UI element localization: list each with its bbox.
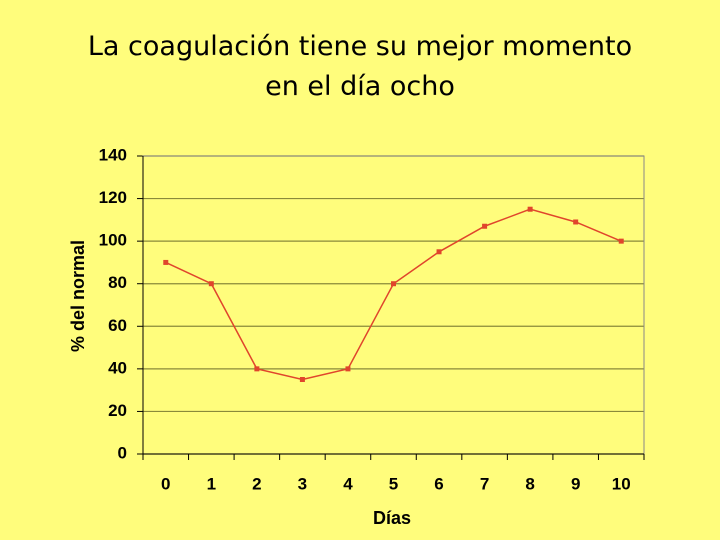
data-point bbox=[573, 219, 579, 225]
y-tick-label: 20 bbox=[108, 401, 127, 420]
y-tick-label: 80 bbox=[108, 273, 127, 292]
x-tick-label: 4 bbox=[343, 474, 353, 493]
x-tick-label: 7 bbox=[480, 474, 489, 493]
y-axis-label: % del normal bbox=[68, 240, 88, 352]
x-tick-label: 6 bbox=[434, 474, 443, 493]
data-point bbox=[345, 366, 351, 372]
y-tick-label: 100 bbox=[99, 231, 127, 250]
y-tick-label: 120 bbox=[99, 188, 127, 207]
x-axis-label: Días bbox=[373, 508, 411, 528]
x-tick-label: 8 bbox=[525, 474, 534, 493]
x-tick-label: 10 bbox=[612, 474, 631, 493]
data-point bbox=[163, 259, 169, 265]
data-point bbox=[436, 249, 442, 255]
data-point bbox=[299, 377, 305, 382]
data-point bbox=[618, 238, 624, 244]
data-point bbox=[208, 281, 214, 287]
y-tick-label: 60 bbox=[108, 316, 127, 335]
x-tick-label: 9 bbox=[571, 474, 580, 493]
chart-title: La coagulación tiene su mejor momento bbox=[88, 31, 632, 62]
x-tick-label: 2 bbox=[252, 474, 261, 493]
y-tick-label: 0 bbox=[118, 443, 127, 462]
data-point bbox=[254, 366, 260, 372]
y-tick-label: 140 bbox=[99, 145, 127, 164]
data-point bbox=[482, 223, 488, 229]
x-tick-label: 5 bbox=[389, 474, 398, 493]
y-tick-label: 40 bbox=[108, 358, 127, 377]
x-tick-label: 0 bbox=[161, 474, 170, 493]
x-tick-label: 3 bbox=[298, 474, 307, 493]
data-point bbox=[391, 281, 396, 287]
x-tick-label: 1 bbox=[207, 474, 216, 493]
chart-title: en el día ocho bbox=[265, 71, 455, 102]
data-point bbox=[527, 206, 533, 212]
